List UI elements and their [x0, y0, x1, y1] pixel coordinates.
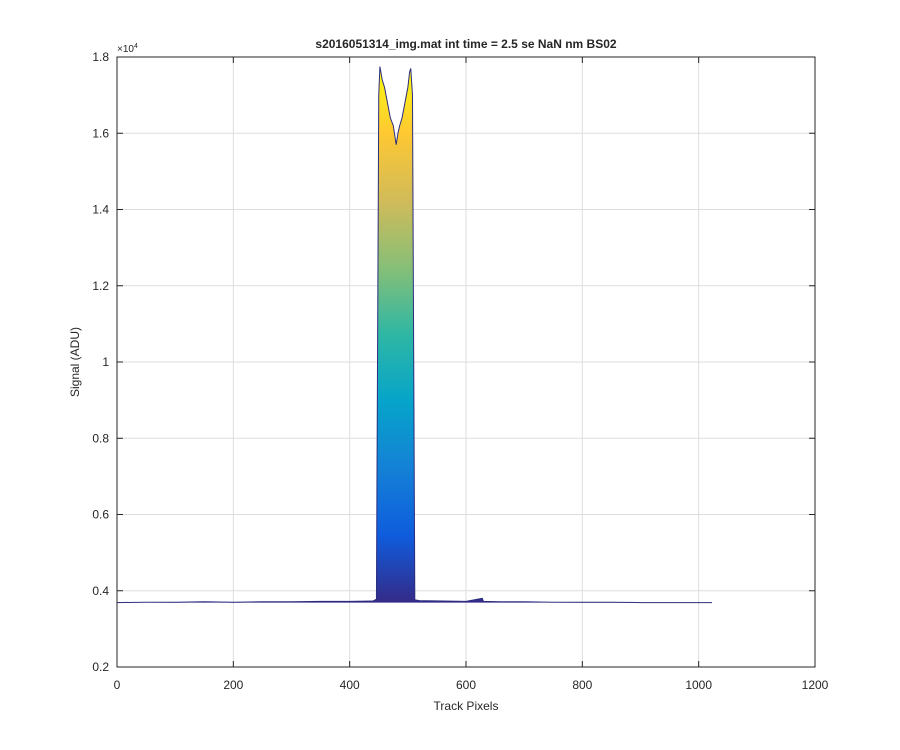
signal-line — [116, 66, 713, 604]
multiplier-exponent: 4 — [134, 43, 138, 50]
y-axis-label: Signal (ADU) — [68, 327, 82, 397]
x-tick-label: 1200 — [802, 678, 829, 692]
y-tick-label: 0.4 — [92, 584, 109, 598]
x-tick-label: 200 — [223, 678, 243, 692]
x-tick-label: 1000 — [685, 678, 712, 692]
y-tick-label: 0.8 — [92, 431, 109, 445]
x-tick-label: 600 — [456, 678, 476, 692]
x-tick-label: 400 — [340, 678, 360, 692]
multiplier-base: ×10 — [117, 44, 134, 55]
y-tick-label: 0.2 — [92, 660, 109, 674]
y-tick-label: 1.6 — [92, 126, 109, 140]
x-axis-label: Track Pixels — [434, 699, 499, 713]
y-tick-label: 0.6 — [92, 508, 109, 522]
x-tick-label: 800 — [572, 678, 592, 692]
y-tick-label: 1.4 — [92, 203, 109, 217]
x-tick-label: 0 — [114, 678, 121, 692]
y-tick-label: 1.2 — [92, 279, 109, 293]
chart-title: s2016051314_img.mat int time = 2.5 se Na… — [315, 37, 616, 51]
y-tick-label: 1.8 — [92, 50, 109, 64]
y-multiplier: ×104 — [117, 43, 138, 55]
plot-frame — [116, 56, 816, 668]
y-tick-label: 1 — [102, 355, 109, 369]
